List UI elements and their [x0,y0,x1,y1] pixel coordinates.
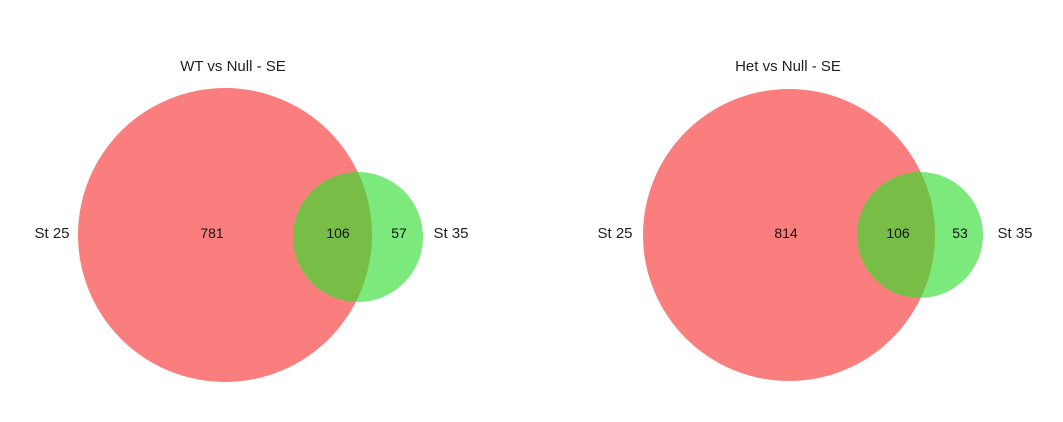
venn-panel-het-vs-null: Het vs Null - SE St 25 814 106 53 St 35 [531,0,1063,422]
left-only-count: 814 [774,225,798,241]
left-set-label: St 25 [34,225,69,242]
venn-panel-wt-vs-null: WT vs Null - SE St 25 781 106 57 St 35 [0,0,531,422]
venn-title: WT vs Null - SE [180,58,286,75]
st25-circle [78,88,372,382]
right-set-label: St 35 [433,225,468,242]
overlap-region [857,172,935,298]
venn-svg-wt-vs-null: WT vs Null - SE St 25 781 106 57 St 35 [34,58,469,382]
right-only-count: 57 [391,225,407,241]
right-set-label: St 35 [997,225,1032,242]
left-only-count: 781 [200,225,224,241]
left-set-label: St 25 [597,225,632,242]
overlap-region [293,172,372,302]
overlap-count: 106 [326,225,350,241]
venn-title: Het vs Null - SE [735,58,841,75]
venn-svg-het-vs-null: Het vs Null - SE St 25 814 106 53 St 35 [597,58,1033,381]
overlap-count: 106 [886,225,910,241]
right-only-count: 53 [952,225,968,241]
st25-circle [643,89,935,381]
